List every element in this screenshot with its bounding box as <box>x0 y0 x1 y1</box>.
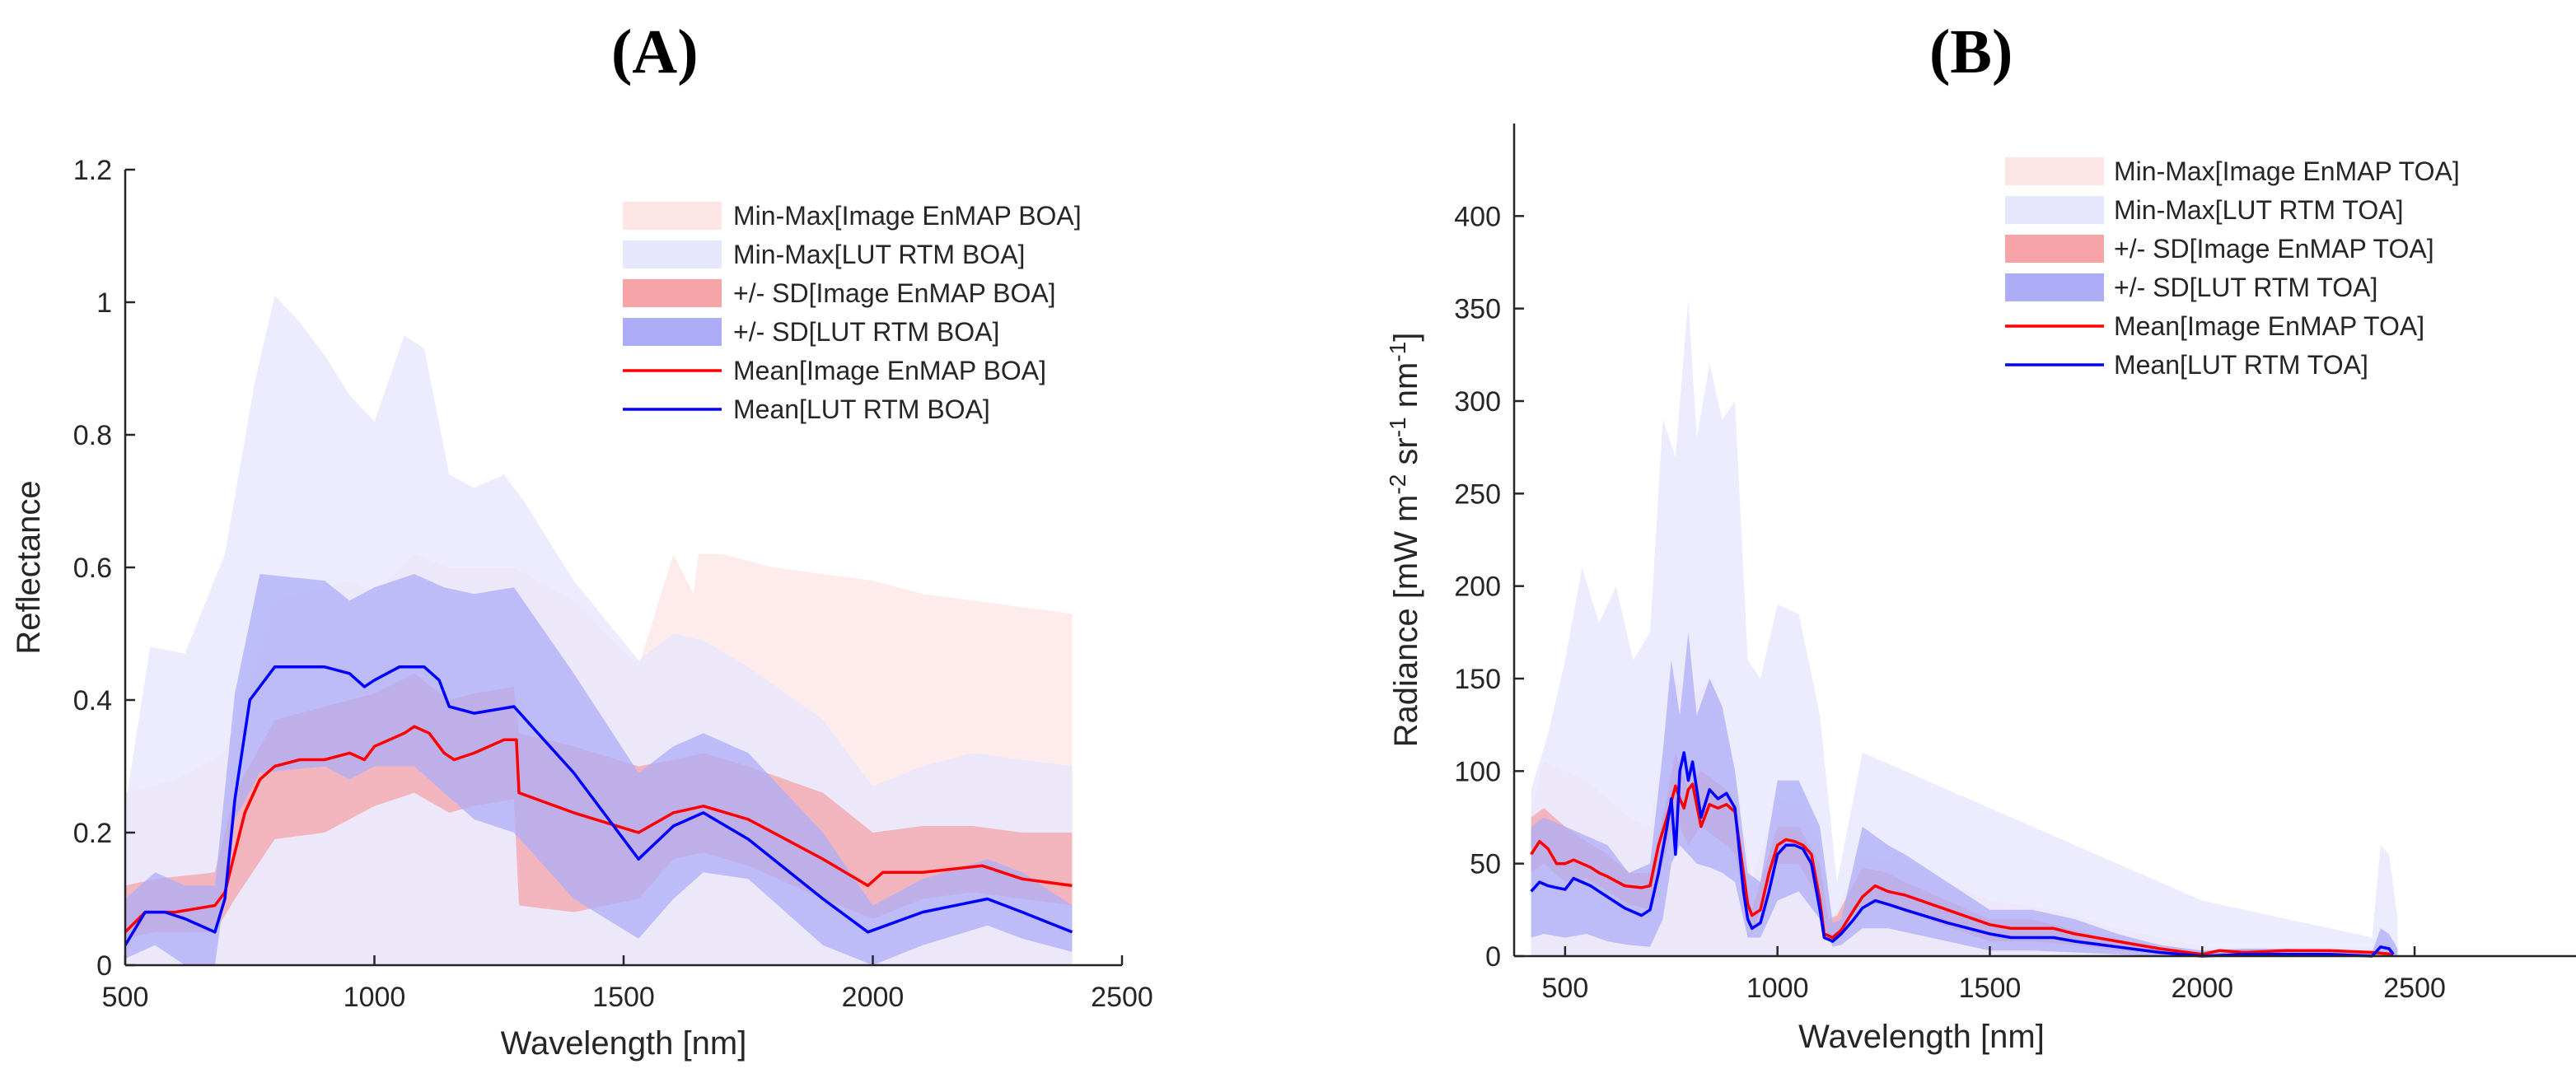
b-y-tick-label: 400 <box>1454 201 1501 232</box>
b-x-tick-label: 2500 <box>2383 973 2446 1004</box>
a-x-tick-label: 1000 <box>344 982 406 1013</box>
a-legend-label: +/- SD[LUT RTM BOA] <box>733 317 999 347</box>
b-legend-label: Min-Max[Image EnMAP TOA] <box>2114 156 2460 186</box>
b-x-tick-label: 1000 <box>1746 973 1809 1004</box>
b-x-tick-label: 500 <box>1542 973 1589 1004</box>
b-legend-item-mean-image-enmap-toa: Mean[Image EnMAP TOA] <box>2005 311 2424 341</box>
a-legend-label: Min-Max[LUT RTM BOA] <box>733 240 1025 269</box>
a-line-mean-lut-rtm-boa <box>124 665 1073 946</box>
a-y-tick-label: 0.8 <box>73 420 112 451</box>
a-line-mean-image-enmap-boa <box>124 725 1073 934</box>
a-y-tick-label: 0.4 <box>73 685 112 716</box>
b-legend: Min-Max[Image EnMAP TOA] Min-Max[LUT RTM … <box>2005 156 2460 380</box>
a-legend-item-min-max-image-enmap-boa: Min-Max[Image EnMAP BOA] <box>623 201 1082 231</box>
a-legend-item-mean-image-enmap-boa: Mean[Image EnMAP BOA] <box>623 356 1046 385</box>
a-legend-swatch <box>623 202 722 230</box>
a-series <box>124 665 1073 946</box>
a-y-tick-label: 0.6 <box>73 553 112 584</box>
b-legend-swatch <box>2005 235 2104 263</box>
b-line-mean-image-enmap-toa <box>1530 782 2394 956</box>
a-legend-swatch <box>623 318 722 346</box>
b-legend-swatch <box>2005 196 2104 224</box>
a-legend: Min-Max[Image EnMAP BOA] Min-Max[LUT RTM … <box>623 201 1082 424</box>
b-band-min-max-lut-rtm-toa <box>1531 299 2398 956</box>
a-y-axis-label: Reflectance <box>11 480 47 654</box>
b-legend-item-sd-image-enmap-toa: +/- SD[Image EnMAP TOA] <box>2005 234 2434 264</box>
b-legend-label: Mean[Image EnMAP TOA] <box>2114 311 2424 341</box>
b-legend-label: Mean[LUT RTM TOA] <box>2114 350 2368 380</box>
b-legend-label: +/- SD[Image EnMAP TOA] <box>2114 234 2434 264</box>
a-x-tick-label: 2500 <box>1091 982 1153 1013</box>
b-line-mean-lut-rtm-toa <box>1530 751 2395 958</box>
b-band-sd-lut-rtm-toa <box>1531 632 2398 956</box>
b-y-tick-label: 350 <box>1454 294 1501 325</box>
b-y-tick-label: 50 <box>1470 849 1501 880</box>
a-x-tick-label: 1500 <box>592 982 655 1013</box>
b-legend-item-min-max-lut-rtm-toa: Min-Max[LUT RTM TOA] <box>2005 195 2403 225</box>
a-legend-swatch <box>623 279 722 307</box>
b-x-tick-label: 1500 <box>1959 973 2022 1004</box>
b-series <box>1530 751 2395 958</box>
a-y-tick-label: 0 <box>96 950 112 982</box>
a-legend-label: Min-Max[Image EnMAP BOA] <box>733 201 1082 231</box>
b-legend-item-mean-lut-rtm-toa: Mean[LUT RTM TOA] <box>2005 350 2368 380</box>
b-legend-item-min-max-image-enmap-toa: Min-Max[Image EnMAP TOA] <box>2005 156 2460 186</box>
b-y-tick-label: 300 <box>1454 386 1501 418</box>
b-legend-item-sd-lut-rtm-toa: +/- SD[LUT RTM TOA] <box>2005 273 2377 302</box>
b-y-tick-label: 150 <box>1454 664 1501 695</box>
a-legend-label: Mean[Image EnMAP BOA] <box>733 356 1046 385</box>
a-y-tick-label: 0.2 <box>73 818 112 849</box>
a-x-tick-label: 2000 <box>842 982 905 1013</box>
b-legend-swatch <box>2005 157 2104 185</box>
a-legend-label: +/- SD[Image EnMAP BOA] <box>733 278 1056 308</box>
panel-b-title: (B) <box>1929 17 2013 86</box>
a-x-axis-label: Wavelength [nm] <box>501 1025 747 1062</box>
a-legend-item-mean-lut-rtm-boa: Mean[LUT RTM BOA] <box>623 394 990 424</box>
b-y-tick-label: 250 <box>1454 478 1501 510</box>
a-legend-label: Mean[LUT RTM BOA] <box>733 394 990 424</box>
b-y-tick-label: 100 <box>1454 756 1501 787</box>
a-legend-swatch <box>623 240 722 268</box>
panel-a-title: (A) <box>611 17 699 86</box>
a-legend-item-sd-lut-rtm-boa: +/- SD[LUT RTM BOA] <box>623 317 999 347</box>
a-y-tick-label: 1.2 <box>73 155 112 186</box>
a-x-tick-label: 500 <box>102 982 149 1013</box>
b-y-tick-label: 200 <box>1454 572 1501 603</box>
a-legend-item-sd-image-enmap-boa: +/- SD[Image EnMAP BOA] <box>623 278 1056 308</box>
b-y-tick-label: 0 <box>1485 941 1501 973</box>
b-y-axis-label: Radiance [mW m-2 sr-1 nm-1] <box>1385 333 1424 748</box>
a-y-tick-label: 1 <box>96 287 112 319</box>
b-x-axis-label: Wavelength [nm] <box>1798 1019 2045 1055</box>
b-legend-swatch <box>2005 273 2104 301</box>
b-legend-label: Min-Max[LUT RTM TOA] <box>2114 195 2403 225</box>
b-legend-label: +/- SD[LUT RTM TOA] <box>2114 273 2377 302</box>
a-legend-item-min-max-lut-rtm-boa: Min-Max[LUT RTM BOA] <box>623 240 1025 269</box>
b-x-tick-label: 2000 <box>2171 973 2233 1004</box>
